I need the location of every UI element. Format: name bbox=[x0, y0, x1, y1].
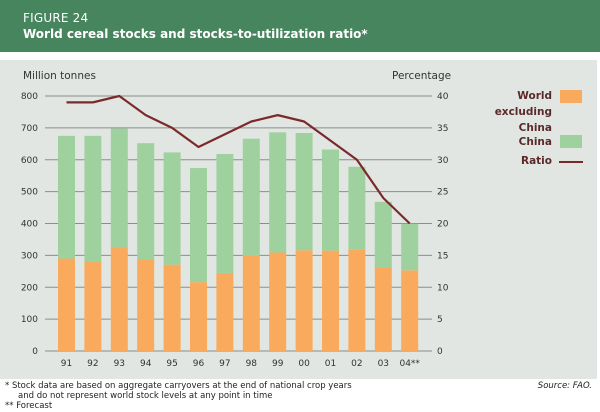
bar-china bbox=[295, 132, 313, 251]
bar-china bbox=[401, 223, 419, 271]
bar-china bbox=[110, 128, 128, 248]
ratio-line bbox=[66, 94, 411, 225]
x-tick-label: 96 bbox=[193, 359, 205, 369]
bar-world-excluding-china bbox=[163, 264, 181, 351]
left-tick-label: 300 bbox=[21, 251, 38, 261]
left-axis-title: Million tonnes bbox=[23, 70, 96, 82]
footnote-1-line-1: * Stock data are based on aggregate carr… bbox=[5, 381, 352, 391]
legend-label-world-excluding-china: World excluding China bbox=[495, 88, 552, 136]
left-tick-label: 100 bbox=[21, 315, 38, 325]
right-tick-label: 40 bbox=[437, 92, 449, 102]
right-tick-label: 15 bbox=[437, 251, 448, 261]
bar-world-excluding-china bbox=[137, 259, 155, 351]
bar-china bbox=[374, 201, 392, 268]
bar-china bbox=[242, 138, 260, 257]
bar-world-excluding-china bbox=[242, 256, 260, 351]
x-tick-label: 95 bbox=[166, 359, 177, 369]
bar-world-excluding-china bbox=[269, 252, 287, 351]
figure-header: FIGURE 24 World cereal stocks and stocks… bbox=[0, 0, 600, 52]
legend-label-ratio: Ratio bbox=[521, 153, 552, 169]
left-tick-label: 200 bbox=[21, 283, 38, 293]
x-tick-label: 03 bbox=[378, 359, 389, 369]
bar-world-excluding-china bbox=[110, 247, 128, 351]
x-tick-label: 94 bbox=[140, 359, 152, 369]
x-tick-label: 91 bbox=[61, 359, 72, 369]
bar-china bbox=[269, 132, 287, 253]
figure-label: FIGURE 24 bbox=[23, 11, 89, 25]
ratio-line-group bbox=[66, 94, 411, 225]
left-tick-label: 600 bbox=[21, 156, 38, 166]
right-tick-label: 10 bbox=[437, 283, 449, 293]
x-tick-label: 97 bbox=[219, 359, 230, 369]
right-axis-title: Percentage bbox=[392, 70, 452, 82]
legend-line: World bbox=[517, 90, 552, 102]
right-tick-label: 30 bbox=[437, 156, 449, 166]
bar-world-excluding-china bbox=[295, 250, 313, 351]
source-note: Source: FAO. bbox=[537, 381, 592, 391]
bar-world-excluding-china bbox=[190, 282, 207, 351]
left-tick-label: 800 bbox=[21, 92, 38, 102]
bar-china bbox=[348, 166, 366, 250]
x-tick-label: 02 bbox=[351, 359, 362, 369]
legend-line: China bbox=[518, 122, 552, 134]
right-tick-label: 35 bbox=[437, 124, 448, 134]
tick-labels: 8007006005004003002001000403530252015105… bbox=[21, 92, 449, 369]
bar-china bbox=[216, 154, 234, 273]
right-tick-label: 25 bbox=[437, 188, 448, 198]
bar-china bbox=[58, 135, 75, 259]
x-tick-label: 04** bbox=[399, 359, 420, 369]
legend-swatch-world-excluding-china bbox=[560, 90, 582, 103]
left-tick-label: 700 bbox=[21, 124, 38, 134]
bar-china bbox=[190, 168, 207, 283]
bar-world-excluding-china bbox=[58, 258, 75, 351]
legend-line-ratio bbox=[559, 161, 583, 163]
x-tick-label: 93 bbox=[114, 359, 125, 369]
legend-line: Ratio bbox=[520, 155, 552, 167]
footnote-1-line-2: and do not represent world stock levels … bbox=[18, 391, 273, 401]
legend-line: China bbox=[518, 136, 552, 148]
right-tick-label: 5 bbox=[437, 315, 443, 325]
legend-label-china: China bbox=[519, 134, 552, 150]
left-tick-label: 0 bbox=[32, 347, 38, 357]
bar-china bbox=[322, 149, 339, 251]
bar-china bbox=[163, 152, 181, 265]
footnote-2: ** Forecast bbox=[5, 401, 53, 411]
bar-world-excluding-china bbox=[84, 262, 102, 351]
x-tick-label: 00 bbox=[298, 359, 310, 369]
bar-world-excluding-china bbox=[322, 250, 339, 351]
figure-title: World cereal stocks and stocks-to-utiliz… bbox=[23, 27, 368, 41]
bar-china bbox=[84, 135, 102, 263]
left-tick-label: 500 bbox=[21, 188, 38, 198]
right-tick-label: 0 bbox=[437, 347, 443, 357]
footnote-1: * Stock data are based on aggregate carr… bbox=[5, 381, 352, 411]
x-tick-label: 92 bbox=[87, 359, 98, 369]
legend-swatch-china bbox=[560, 135, 582, 148]
right-tick-label: 20 bbox=[437, 220, 449, 230]
bar-world-excluding-china bbox=[374, 267, 392, 351]
bar-world-excluding-china bbox=[348, 249, 366, 351]
x-tick-label: 99 bbox=[272, 359, 284, 369]
gridlines bbox=[45, 95, 432, 352]
left-tick-label: 400 bbox=[21, 220, 38, 230]
legend-line: excluding bbox=[494, 106, 552, 118]
bar-world-excluding-china bbox=[401, 270, 419, 351]
bars bbox=[58, 128, 419, 351]
x-tick-label: 98 bbox=[246, 359, 258, 369]
bar-world-excluding-china bbox=[216, 272, 234, 351]
bar-china bbox=[137, 143, 155, 260]
x-tick-label: 01 bbox=[325, 359, 336, 369]
